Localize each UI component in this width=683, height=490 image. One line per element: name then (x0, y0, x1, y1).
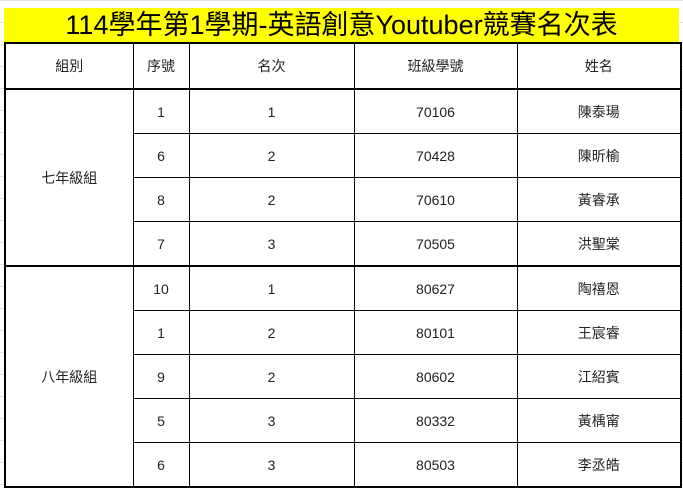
cell-student-id[interactable]: 70106 (353, 88, 518, 134)
cell-rank[interactable]: 2 (188, 310, 355, 355)
table-row: 八年級組 10 1 80627 陶禧恩 (4, 265, 682, 488)
header-name[interactable]: 姓名 (516, 42, 682, 90)
cell-name[interactable]: 黃楀甯 (516, 398, 682, 443)
cell-rank[interactable]: 2 (188, 133, 355, 178)
cell-seq[interactable]: 6 (132, 442, 190, 488)
cell-name[interactable]: 陳昕榆 (516, 133, 682, 178)
cell-student-id[interactable]: 80602 (353, 354, 518, 399)
cell-rank[interactable]: 1 (188, 265, 355, 311)
cell-seq[interactable]: 5 (132, 398, 190, 443)
table-row: 9 2 80602 江紹賓 (5, 354, 682, 399)
cell-student-id[interactable]: 70428 (353, 133, 518, 178)
header-rank[interactable]: 名次 (188, 42, 355, 90)
cell-seq[interactable]: 7 (132, 221, 190, 267)
cell-student-id[interactable]: 80332 (353, 398, 518, 443)
cell-student-id[interactable]: 80503 (353, 442, 518, 488)
cell-group[interactable]: 八年級組 (4, 265, 134, 488)
header-group[interactable]: 組別 (4, 42, 134, 90)
ranking-table: 組別 序號 名次 班級學號 姓名 七年級組 1 1 70106 陳泰瑒 6 2 70428 陳昕… (4, 42, 682, 488)
cell-seq[interactable]: 8 (132, 177, 190, 222)
table-row: 8 2 70610 黃睿承 (5, 177, 682, 222)
cell-rank[interactable]: 3 (188, 398, 355, 443)
cell-name[interactable]: 黃睿承 (516, 177, 682, 222)
table-row: 七年級組 1 1 70106 陳泰瑒 (4, 88, 682, 267)
cell-seq[interactable]: 1 (132, 88, 190, 134)
header-student-id[interactable]: 班級學號 (353, 42, 518, 90)
cell-seq[interactable]: 10 (132, 265, 190, 311)
cell-student-id[interactable]: 80627 (353, 265, 518, 311)
header-seq[interactable]: 序號 (132, 42, 190, 90)
table-row: 7 3 70505 洪聖棠 (5, 221, 682, 267)
cell-rank[interactable]: 1 (188, 88, 355, 134)
cell-name[interactable]: 陶禧恩 (516, 265, 682, 311)
cell-name[interactable]: 李丞皓 (516, 442, 682, 488)
table-row: 6 2 70428 陳昕榆 (5, 133, 682, 178)
table-row: 6 3 80503 李丞皓 (5, 442, 682, 488)
cell-name[interactable]: 王宸睿 (516, 310, 682, 355)
table-row: 1 2 80101 王宸睿 (5, 310, 682, 355)
cell-seq[interactable]: 9 (132, 354, 190, 399)
sheet-title[interactable]: 114學年第1學期-英語創意Youtuber競賽名次表 (4, 8, 679, 42)
cell-student-id[interactable]: 70610 (353, 177, 518, 222)
cell-rank[interactable]: 2 (188, 354, 355, 399)
cell-seq[interactable]: 1 (132, 310, 190, 355)
cell-student-id[interactable]: 70505 (353, 221, 518, 267)
table-row: 5 3 80332 黃楀甯 (5, 398, 682, 443)
cell-group[interactable]: 七年級組 (4, 88, 134, 267)
cell-name[interactable]: 洪聖棠 (516, 221, 682, 267)
cell-rank[interactable]: 2 (188, 177, 355, 222)
cell-student-id[interactable]: 80101 (353, 310, 518, 355)
cell-name[interactable]: 江紹賓 (516, 354, 682, 399)
cell-rank[interactable]: 3 (188, 442, 355, 488)
cell-rank[interactable]: 3 (188, 221, 355, 267)
cell-name[interactable]: 陳泰瑒 (516, 88, 682, 134)
cell-seq[interactable]: 6 (132, 133, 190, 178)
